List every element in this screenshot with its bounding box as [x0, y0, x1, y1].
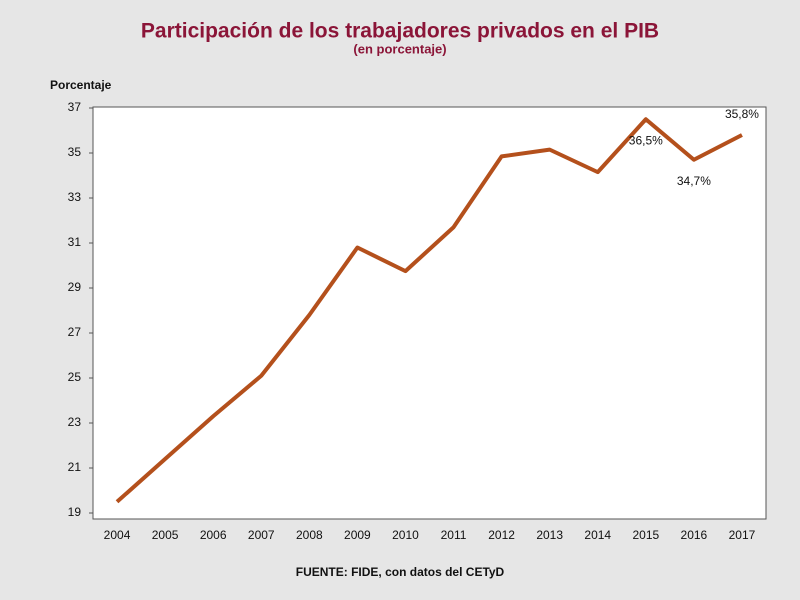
data-line — [115, 117, 743, 504]
plot-area — [92, 106, 767, 520]
x-tick-label: 2013 — [536, 528, 563, 542]
y-tick-label: 23 — [68, 415, 82, 429]
y-tick-label: 25 — [68, 370, 82, 384]
x-tick-label: 2009 — [344, 528, 371, 542]
x-tick-label: 2015 — [632, 528, 659, 542]
x-tick-label: 2011 — [441, 528, 467, 542]
y-tick-label: 19 — [68, 505, 82, 519]
x-tick-label: 2014 — [584, 528, 611, 542]
y-tick-label: 21 — [68, 460, 82, 474]
x-tick-label: 2007 — [248, 528, 275, 542]
y-tick-label: 31 — [68, 235, 82, 249]
x-tick-label: 2017 — [729, 528, 756, 542]
source-note: FUENTE: FIDE, con datos del CETyD — [296, 565, 505, 579]
x-tick-label: 2008 — [296, 528, 323, 542]
x-tick-label: 2010 — [392, 528, 419, 542]
y-tick-label: 29 — [68, 280, 82, 294]
x-tick-label: 2016 — [681, 528, 708, 542]
y-tick-label: 33 — [68, 190, 82, 204]
x-tick-label: 2005 — [152, 528, 179, 542]
x-tick-label: 2004 — [104, 528, 131, 542]
x-tick-label: 2012 — [488, 528, 515, 542]
y-axis-title: Porcentaje — [50, 78, 112, 92]
y-tick-label: 35 — [68, 145, 82, 159]
data-label: 34,7% — [677, 174, 711, 188]
chart-subtitle: (en porcentaje) — [353, 41, 446, 56]
chart-title: Participación de los trabajadores privad… — [141, 20, 659, 43]
data-label: 36,5% — [629, 133, 663, 147]
x-tick-label: 2006 — [200, 528, 227, 542]
y-tick-label: 37 — [68, 100, 82, 114]
y-tick-label: 27 — [68, 325, 82, 339]
data-label: 35,8% — [725, 107, 759, 121]
